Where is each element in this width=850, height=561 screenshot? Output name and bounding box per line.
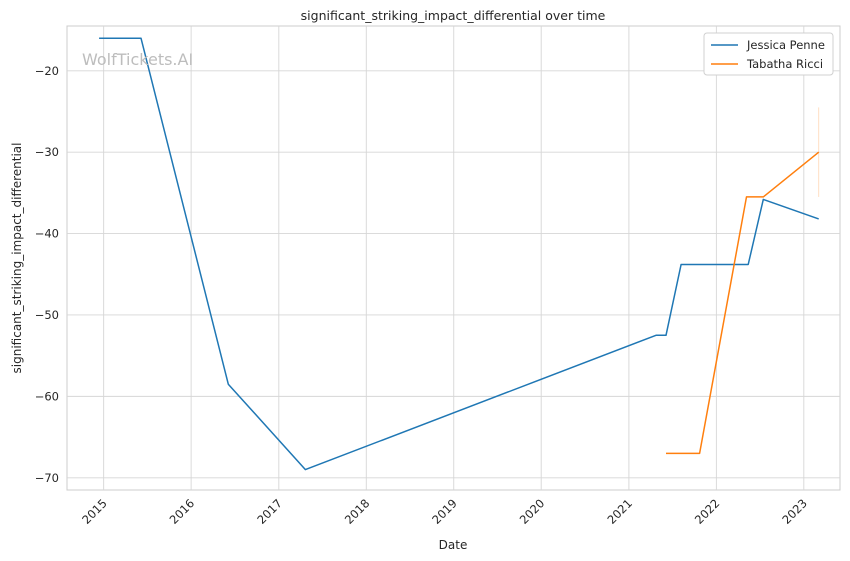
- x-tick-labels: 2015 2016 2017 2018 2019 2020 2021 2022 2023: [79, 496, 810, 527]
- x-tick-label: 2018: [342, 496, 373, 527]
- y-tick-label: −20: [35, 64, 59, 78]
- x-tick-label: 2022: [692, 496, 723, 527]
- y-tick-label: −40: [35, 227, 59, 241]
- series-line-jessica-penne: [99, 37, 819, 471]
- legend-label-tabatha-ricci: Tabatha Ricci: [746, 57, 823, 71]
- legend-label-jessica-penne: Jessica Penne: [746, 38, 825, 52]
- legend: Jessica Penne Tabatha Ricci: [703, 32, 834, 76]
- y-tick-label: −70: [35, 471, 59, 485]
- x-axis-label: Date: [439, 538, 468, 552]
- y-axis-label: significant_striking_impact_differential: [10, 143, 24, 374]
- chart-title: significant_striking_impact_differential…: [301, 8, 606, 23]
- y-tick-label: −60: [35, 389, 59, 403]
- x-tick-label: 2021: [604, 496, 635, 527]
- x-tick-label: 2019: [429, 496, 460, 527]
- series-lines: [99, 37, 820, 471]
- x-tick-label: 2017: [254, 496, 285, 527]
- watermark: WolfTickets.AI: [82, 50, 193, 69]
- y-tick-label: −30: [35, 145, 59, 159]
- y-tick-labels: −20 −30 −40 −50 −60 −70: [35, 64, 59, 485]
- y-tick-label: −50: [35, 308, 59, 322]
- grid: [67, 26, 840, 490]
- x-tick-label: 2020: [517, 496, 548, 527]
- series-line-tabatha-ricci: [666, 151, 820, 455]
- x-tick-label: 2023: [779, 496, 810, 527]
- x-tick-label: 2016: [167, 496, 198, 527]
- x-tick-label: 2015: [79, 496, 110, 527]
